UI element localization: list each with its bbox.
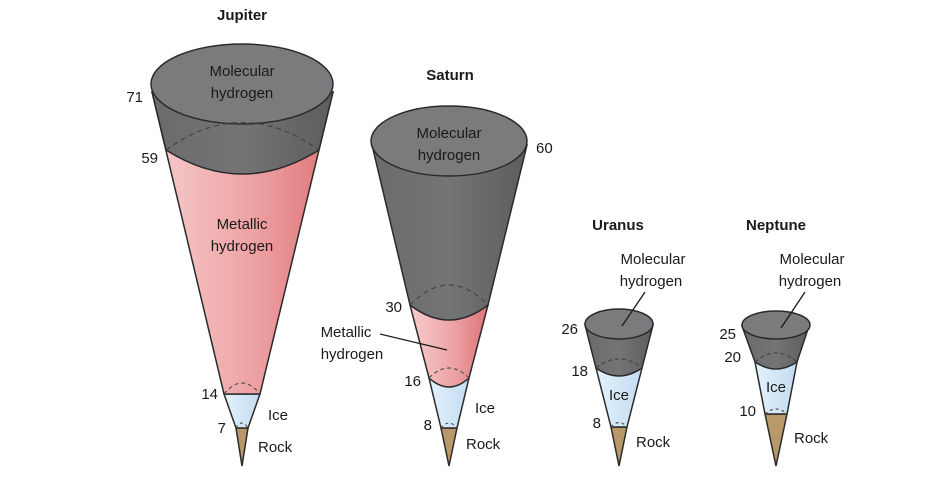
jupiter-ice-label: Ice — [268, 407, 288, 424]
neptune-rock-label: Rock — [794, 430, 829, 447]
uranus-top-surface — [584, 308, 654, 340]
saturn-molecular-layer — [371, 144, 528, 321]
uranus-molecular-leader-line — [621, 291, 646, 327]
neptune-molecular-leader-line — [780, 291, 806, 329]
jupiter-metallic-boundary — [223, 382, 261, 395]
neptune-molecular-label-1: Molecular — [779, 251, 844, 268]
jupiter-radius-molecular-base: 59 — [141, 150, 158, 167]
saturn-molecular-label-1: Molecular — [416, 125, 481, 142]
uranus-ice-label: Ice — [609, 387, 629, 404]
uranus-cone: Uranus Molecular hydrogen Ice Rock 26 18… — [561, 217, 686, 467]
neptune-ice-label: Ice — [766, 379, 786, 396]
saturn-radius-outer: 60 — [536, 140, 553, 157]
uranus-radius-outer: 26 — [561, 321, 578, 338]
saturn-rock-layer — [440, 427, 458, 467]
jupiter-radius-metallic-base: 14 — [201, 386, 218, 403]
saturn-radius-ice-base: 8 — [424, 417, 432, 434]
uranus-rock-layer — [610, 426, 628, 467]
saturn-ice-boundary — [440, 422, 458, 429]
saturn-radius-metallic-base: 16 — [404, 373, 421, 390]
saturn-metallic-boundary — [428, 367, 470, 379]
jupiter-cone: Jupiter Molecular hydrogen Metallic hydr… — [126, 7, 334, 467]
neptune-radius-ice-base: 10 — [739, 403, 756, 420]
saturn-radius-molecular-base: 30 — [385, 299, 402, 316]
saturn-metallic-label-2: hydrogen — [321, 346, 384, 363]
jupiter-metallic-label-2: hydrogen — [211, 238, 274, 255]
saturn-metallic-leader-line — [379, 333, 448, 351]
saturn-cone: Saturn Molecular hydrogen Metallic hydro… — [321, 67, 553, 467]
jupiter-molecular-label-1: Molecular — [209, 63, 274, 80]
uranus-molecular-label-1: Molecular — [620, 251, 685, 268]
uranus-radius-molecular-base: 18 — [571, 363, 588, 380]
uranus-molecular-boundary — [595, 358, 643, 369]
jupiter-title: Jupiter — [217, 7, 267, 24]
saturn-rock-label: Rock — [466, 436, 501, 453]
uranus-ice-boundary — [610, 421, 628, 428]
neptune-rock-layer — [764, 413, 788, 467]
jupiter-molecular-label-2: hydrogen — [211, 85, 274, 102]
neptune-ice-boundary — [764, 408, 788, 415]
jupiter-top-surface — [150, 43, 334, 125]
saturn-title: Saturn — [426, 67, 474, 84]
neptune-cone: Neptune Molecular hydrogen Ice Rock 25 2… — [719, 217, 845, 467]
uranus-title: Uranus — [592, 217, 644, 234]
neptune-molecular-boundary — [754, 352, 798, 363]
jupiter-radius-ice-base: 7 — [218, 420, 226, 437]
uranus-rock-label: Rock — [636, 434, 671, 451]
jupiter-radius-outer: 71 — [126, 89, 143, 106]
uranus-radius-ice-base: 8 — [593, 415, 601, 432]
neptune-molecular-label-2: hydrogen — [779, 273, 842, 290]
jupiter-rock-layer — [235, 427, 249, 467]
neptune-top-surface — [741, 310, 811, 340]
neptune-radius-molecular-base: 20 — [724, 349, 741, 366]
jupiter-rock-label: Rock — [258, 439, 293, 456]
saturn-molecular-boundary — [409, 284, 489, 306]
uranus-molecular-label-2: hydrogen — [620, 273, 683, 290]
saturn-metallic-label-1: Metallic — [321, 324, 372, 341]
saturn-top-surface — [370, 105, 528, 177]
neptune-radius-outer: 25 — [719, 326, 736, 343]
saturn-ice-label: Ice — [475, 400, 495, 417]
jupiter-metallic-label-1: Metallic — [217, 216, 268, 233]
saturn-molecular-label-2: hydrogen — [418, 147, 481, 164]
jupiter-molecular-boundary — [165, 121, 320, 151]
jupiter-ice-boundary — [235, 422, 249, 429]
neptune-title: Neptune — [746, 217, 806, 234]
